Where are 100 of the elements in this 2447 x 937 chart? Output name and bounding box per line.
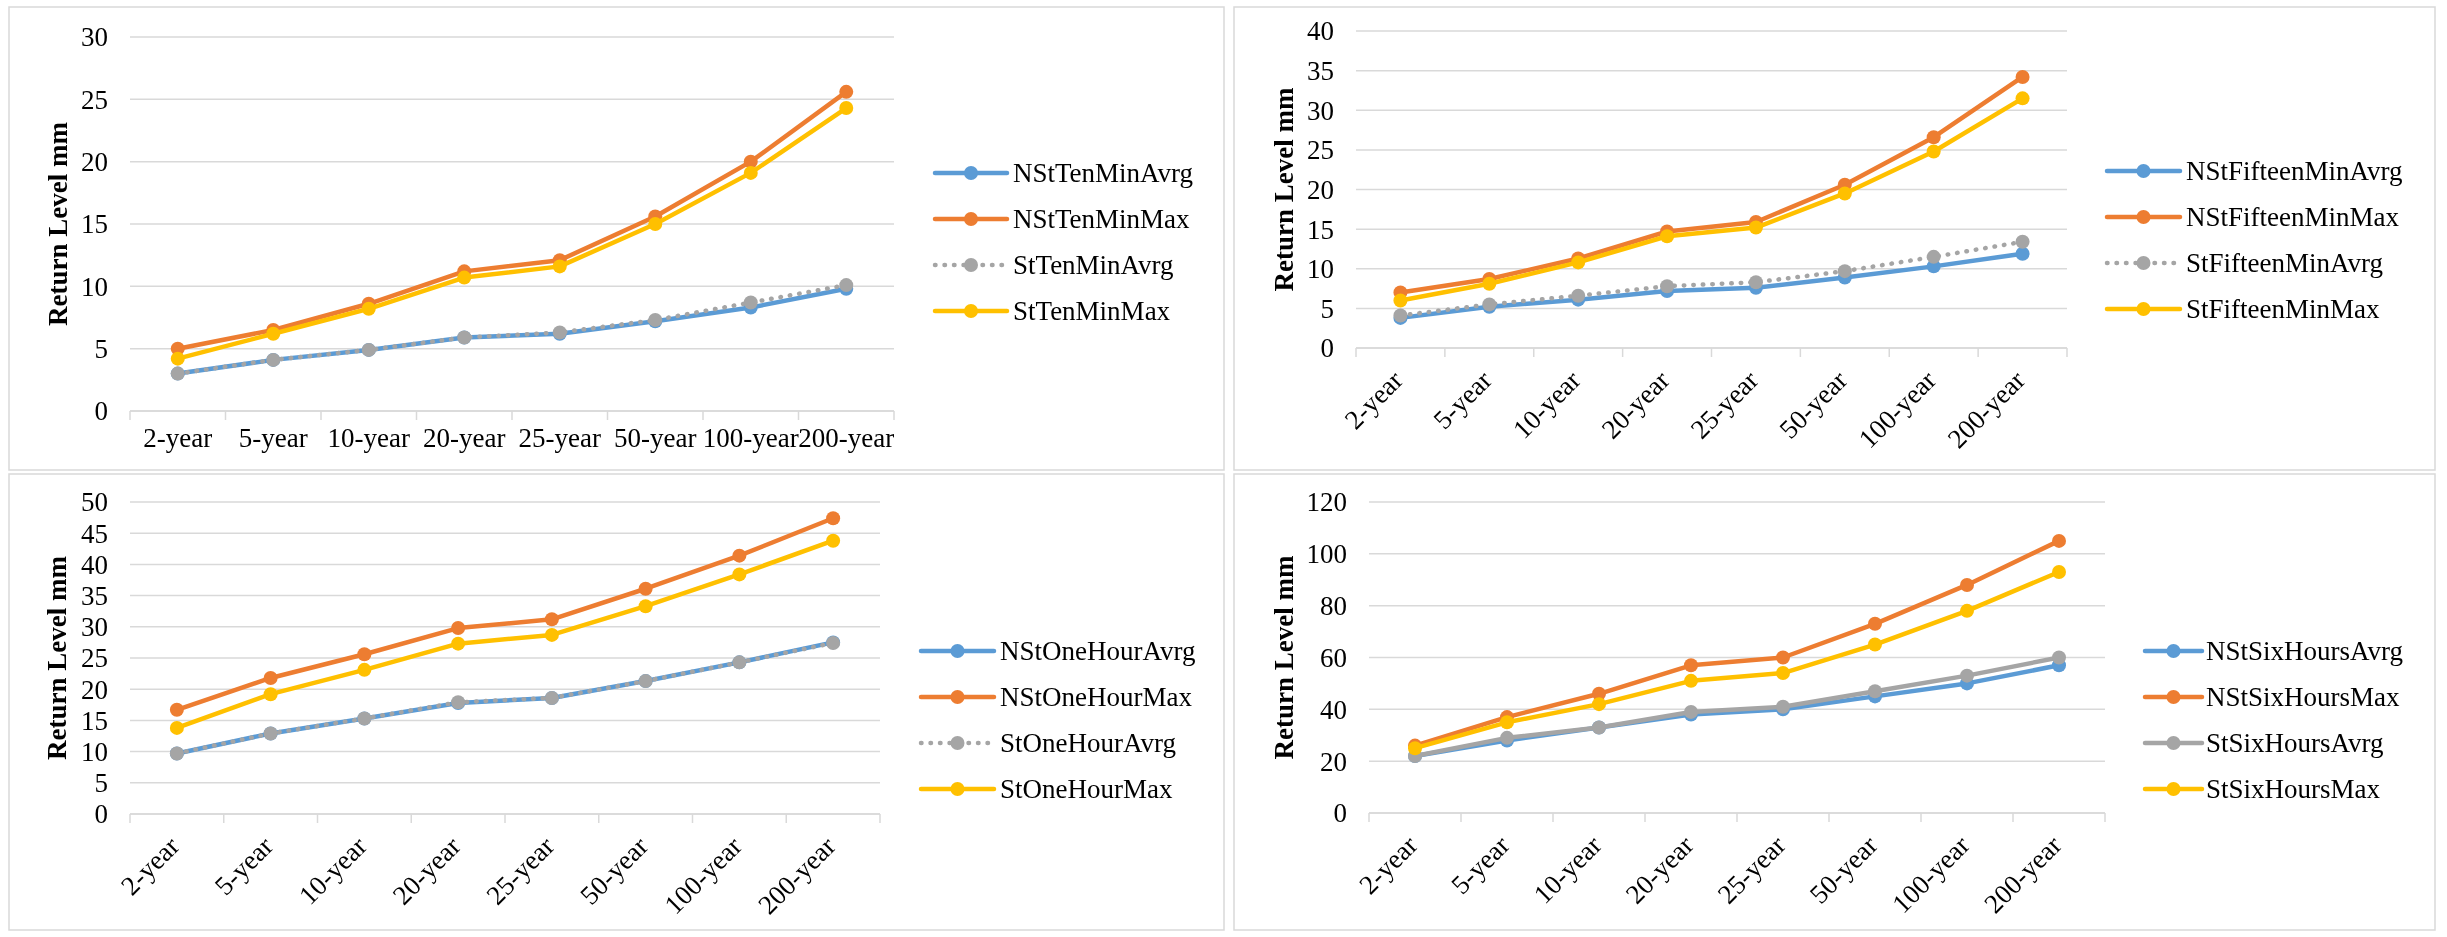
y-tick-label: 10 [81,271,108,302]
legend-label: NStTenMinAvrg [1013,158,1194,189]
point [1571,288,1586,303]
y-tick-label: 40 [81,549,108,580]
point [2052,533,2066,548]
point [1868,684,1882,699]
point [2015,91,2030,106]
point [839,84,854,99]
y-tick-label: 25 [1307,135,1334,166]
legend-label: StOneHourMax [1000,774,1173,805]
legend-label: StTenMinMax [1013,296,1171,327]
point [1926,249,1941,264]
point [544,627,559,642]
x-tick-label: 200-year [798,423,895,453]
point [2052,564,2066,579]
y-tick-label: 10 [1307,254,1334,285]
point [361,301,376,316]
legend-label: NStTenMinMax [1013,204,1191,235]
legend-label: NStOneHourMax [1000,682,1193,713]
legend-label: NStFifteenMinAvrg [2186,156,2403,187]
y-tick-label: 0 [94,799,108,830]
y-tick-label: 20 [1307,174,1334,205]
point [451,636,466,651]
point [638,599,653,614]
point [743,165,758,180]
point [451,621,466,636]
point [1776,650,1790,665]
point [1571,255,1586,270]
y-tick-label: 30 [1307,95,1334,126]
point [544,612,559,627]
point [1660,279,1675,294]
point [1960,668,1974,683]
legend-label: NStFifteenMinMax [2186,202,2400,233]
point [1482,276,1497,291]
y-tick-label: 0 [1333,798,1347,829]
legend-label: NStOneHourAvrg [1000,636,1196,667]
point [2015,246,2030,261]
point [743,295,758,310]
legend-label: StOneHourAvrg [1000,728,1176,759]
point [1660,229,1675,244]
y-axis-title: Return Level mm [1269,87,1299,292]
x-tick-label: 25-year [518,423,601,453]
point [826,511,841,526]
point [732,567,747,582]
y-tick-label: 10 [81,737,108,768]
point [638,581,653,596]
point [266,326,281,341]
legend-label: StSixHoursMax [2206,774,2381,805]
legend-label: NStSixHoursMax [2206,682,2401,713]
point [1868,616,1882,631]
y-tick-label: 15 [1307,214,1334,245]
y-tick-label: 5 [1320,293,1334,324]
y-axis-title: Return Level mm [1269,555,1299,760]
y-tick-label: 20 [81,674,108,705]
y-tick-label: 35 [81,581,108,612]
y-tick-label: 25 [81,643,108,674]
y-tick-label: 30 [81,22,108,53]
y-tick-label: 25 [81,84,108,115]
legend-label: StSixHoursAvrg [2206,728,2384,759]
x-tick-label: 50-year [614,423,697,453]
y-tick-label: 35 [1307,56,1334,87]
point [648,217,663,231]
point [2015,234,2030,249]
y-tick-label: 30 [81,612,108,643]
point [2015,69,2030,84]
y-tick-label: 60 [1320,642,1347,673]
legend-label: NStSixHoursAvrg [2206,636,2404,667]
x-tick-label: 2-year [143,423,213,453]
point [1837,186,1852,201]
point [263,687,278,702]
point [839,101,854,116]
y-tick-label: 80 [1320,591,1347,622]
point [826,533,841,548]
point [1926,144,1941,159]
x-tick-label: 100-year [702,423,799,453]
legend-label: StFifteenMinMax [2186,294,2380,325]
point [1748,220,1763,235]
y-tick-label: 20 [81,147,108,178]
y-tick-label: 0 [94,396,108,427]
point [1960,577,1974,592]
y-tick-label: 20 [1320,746,1347,777]
point [1837,264,1852,279]
y-tick-label: 40 [1307,16,1334,47]
point [357,647,372,662]
x-tick-label: 5-year [238,423,308,453]
y-tick-label: 40 [1320,694,1347,725]
point [1393,293,1408,308]
point [457,270,472,285]
point [1500,715,1514,730]
point [2052,650,2066,665]
point [1776,666,1790,681]
point [732,548,747,563]
y-axis-title: Return Level mm [43,121,73,326]
point [357,662,372,677]
point [169,702,184,717]
point [1684,673,1698,688]
point [1868,637,1882,652]
point [1960,603,1974,618]
x-tick-label: 20-year [423,423,506,453]
point [169,720,184,735]
